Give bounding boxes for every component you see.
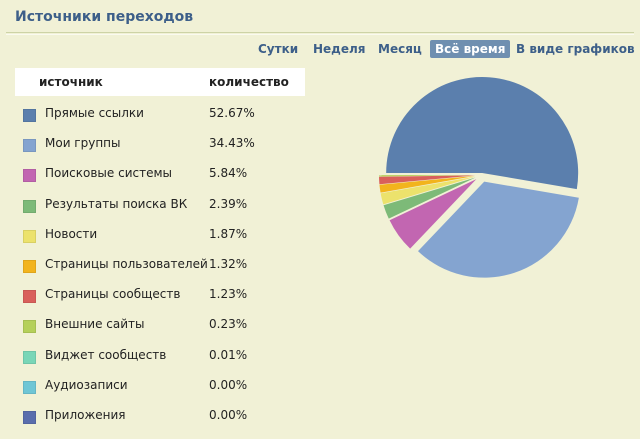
pie-slice — [379, 175, 476, 177]
legend-swatch — [23, 229, 36, 243]
source-label: Прямые ссылки — [45, 106, 144, 120]
source-value: 0.23% — [209, 317, 248, 332]
source-value: 5.84% — [209, 166, 248, 181]
period-tabs: Сутки Неделя Месяц Всё время В виде граф… — [0, 38, 640, 60]
source-label: Новости — [45, 226, 98, 241]
pie-slice — [418, 181, 579, 278]
source-label: Страницы сообществ — [45, 287, 181, 302]
tab-as-graphs[interactable]: В виде графиков — [516, 42, 635, 56]
pie-slice — [379, 175, 476, 193]
tab-all-time[interactable]: Всё время — [430, 40, 511, 58]
table-row: Результаты поиска ВК 2.39% — [15, 195, 315, 225]
pie-slice — [379, 175, 476, 185]
source-value: 1.23% — [209, 287, 248, 302]
table-header: источник количество — [15, 68, 305, 96]
source-value: 52.67% — [209, 106, 255, 120]
legend-swatch — [23, 290, 36, 304]
source-value: 1.32% — [209, 257, 248, 271]
source-label: Страницы пользователей — [45, 257, 208, 271]
legend-swatch — [23, 260, 36, 273]
source-value: 1.87% — [209, 226, 248, 241]
legend-swatch — [23, 169, 36, 183]
title-divider — [6, 32, 634, 33]
source-label: Мои группы — [45, 136, 121, 151]
table-row: Приложения 0.00% — [15, 406, 315, 436]
table-row: Новости 1.87% — [15, 225, 315, 255]
page-title: Источники переходов — [15, 9, 194, 25]
table-row: Мои группы 34.43% — [15, 134, 315, 164]
source-value: 0.01% — [209, 347, 248, 362]
pie-slice — [383, 177, 476, 219]
column-header-count: количество — [209, 75, 289, 89]
legend-swatch — [23, 199, 36, 213]
legend-swatch — [23, 350, 36, 364]
source-label: Приложения — [45, 408, 126, 422]
tab-month[interactable]: Месяц — [378, 42, 422, 56]
table-row: Страницы пользователей 1.32% — [15, 255, 315, 285]
legend-swatch — [23, 380, 36, 394]
table-row: Прямые ссылки 52.67% — [15, 104, 315, 134]
legend-swatch — [23, 320, 36, 334]
source-value: 0.00% — [209, 408, 248, 422]
legend-swatch — [23, 109, 36, 122]
pie-slice — [389, 179, 477, 249]
pie-slice — [386, 77, 579, 190]
tab-day[interactable]: Сутки — [258, 42, 299, 56]
source-label: Результаты поиска ВК — [45, 196, 188, 211]
source-value: 2.39% — [209, 196, 248, 211]
source-label: Виджет сообществ — [45, 347, 167, 362]
tab-week[interactable]: Неделя — [313, 42, 366, 56]
column-header-source: источник — [39, 75, 103, 89]
table-row: Внешние сайты 0.23% — [15, 315, 315, 345]
table-row: Аудиозаписи 0.00% — [15, 376, 315, 406]
title-divider-highlight — [6, 34, 634, 35]
legend-swatch — [23, 411, 36, 424]
source-value: 0.00% — [209, 377, 248, 392]
source-label: Внешние сайты — [45, 317, 145, 332]
table-row: Страницы сообществ 1.23% — [15, 285, 315, 315]
table-row: Поисковые системы 5.84% — [15, 164, 315, 194]
legend-swatch — [23, 139, 36, 153]
source-value: 34.43% — [209, 136, 255, 151]
source-label: Аудиозаписи — [45, 377, 128, 392]
pie-slice — [380, 176, 476, 205]
table-row: Виджет сообществ 0.01% — [15, 346, 315, 376]
source-label: Поисковые системы — [45, 166, 172, 181]
